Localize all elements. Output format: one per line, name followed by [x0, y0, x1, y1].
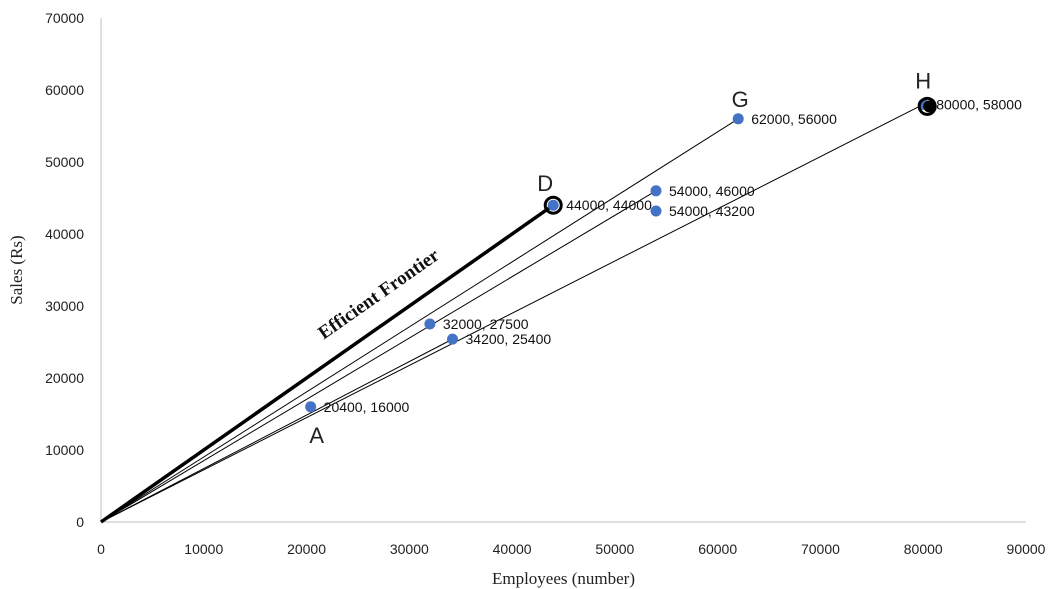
- point-label: 62000, 56000: [751, 111, 837, 127]
- frontier-marker: [543, 195, 563, 215]
- y-tick-label: 10000: [45, 442, 84, 458]
- x-tick-label: 0: [97, 541, 105, 557]
- point-letter: D: [537, 171, 553, 196]
- point-label: 20400, 16000: [324, 399, 410, 415]
- data-points: [305, 96, 937, 413]
- point-letter: H: [915, 68, 931, 93]
- x-tick-label: 70000: [801, 541, 840, 557]
- data-point: [650, 205, 662, 217]
- y-tick-label: 40000: [45, 226, 84, 242]
- point-label: 54000, 46000: [669, 183, 755, 199]
- x-tick-label: 10000: [184, 541, 223, 557]
- y-tick-label: 0: [76, 514, 84, 530]
- x-tick-label: 50000: [595, 541, 634, 557]
- axes: 0 10000 20000 30000 40000 50000 60000 70000 8000…: [45, 10, 1046, 557]
- x-tick-label: 90000: [1007, 541, 1046, 557]
- data-point: [447, 333, 458, 345]
- x-tick-label: 60000: [698, 541, 737, 557]
- ray-line: [100, 338, 453, 523]
- ray-line: [100, 190, 657, 523]
- y-axis-title: Sales (Rs): [7, 235, 26, 304]
- data-point: [650, 185, 662, 197]
- point-label: 80000, 58000: [936, 96, 1022, 112]
- x-tick-label: 20000: [287, 541, 326, 557]
- y-tick-label: 50000: [45, 154, 84, 170]
- point-label: 44000, 44000: [566, 197, 652, 213]
- efficient-frontier-line: [99, 203, 555, 524]
- data-point: [424, 318, 436, 330]
- x-tick-label: 40000: [493, 541, 532, 557]
- ray-line: [100, 118, 739, 523]
- y-tick-label: 30000: [45, 298, 84, 314]
- data-point: [305, 401, 317, 413]
- data-point: [732, 113, 744, 125]
- rays: [99, 103, 924, 524]
- y-tick-label: 60000: [45, 82, 84, 98]
- x-tick-label: 80000: [904, 541, 943, 557]
- point-label: 34200, 25400: [466, 331, 552, 347]
- y-tick-label: 20000: [45, 370, 84, 386]
- y-tick-label: 70000: [45, 10, 84, 26]
- point-letter: G: [732, 87, 749, 112]
- ray-line: [100, 103, 924, 523]
- x-axis-title: Employees (number): [492, 569, 635, 588]
- data-point: [547, 199, 559, 211]
- point-label: 32000, 27500: [443, 316, 529, 332]
- point-label: 54000, 43200: [669, 203, 755, 219]
- frontier-marker-fill: [923, 100, 936, 113]
- point-letter: A: [309, 423, 324, 448]
- x-tick-label: 30000: [390, 541, 429, 557]
